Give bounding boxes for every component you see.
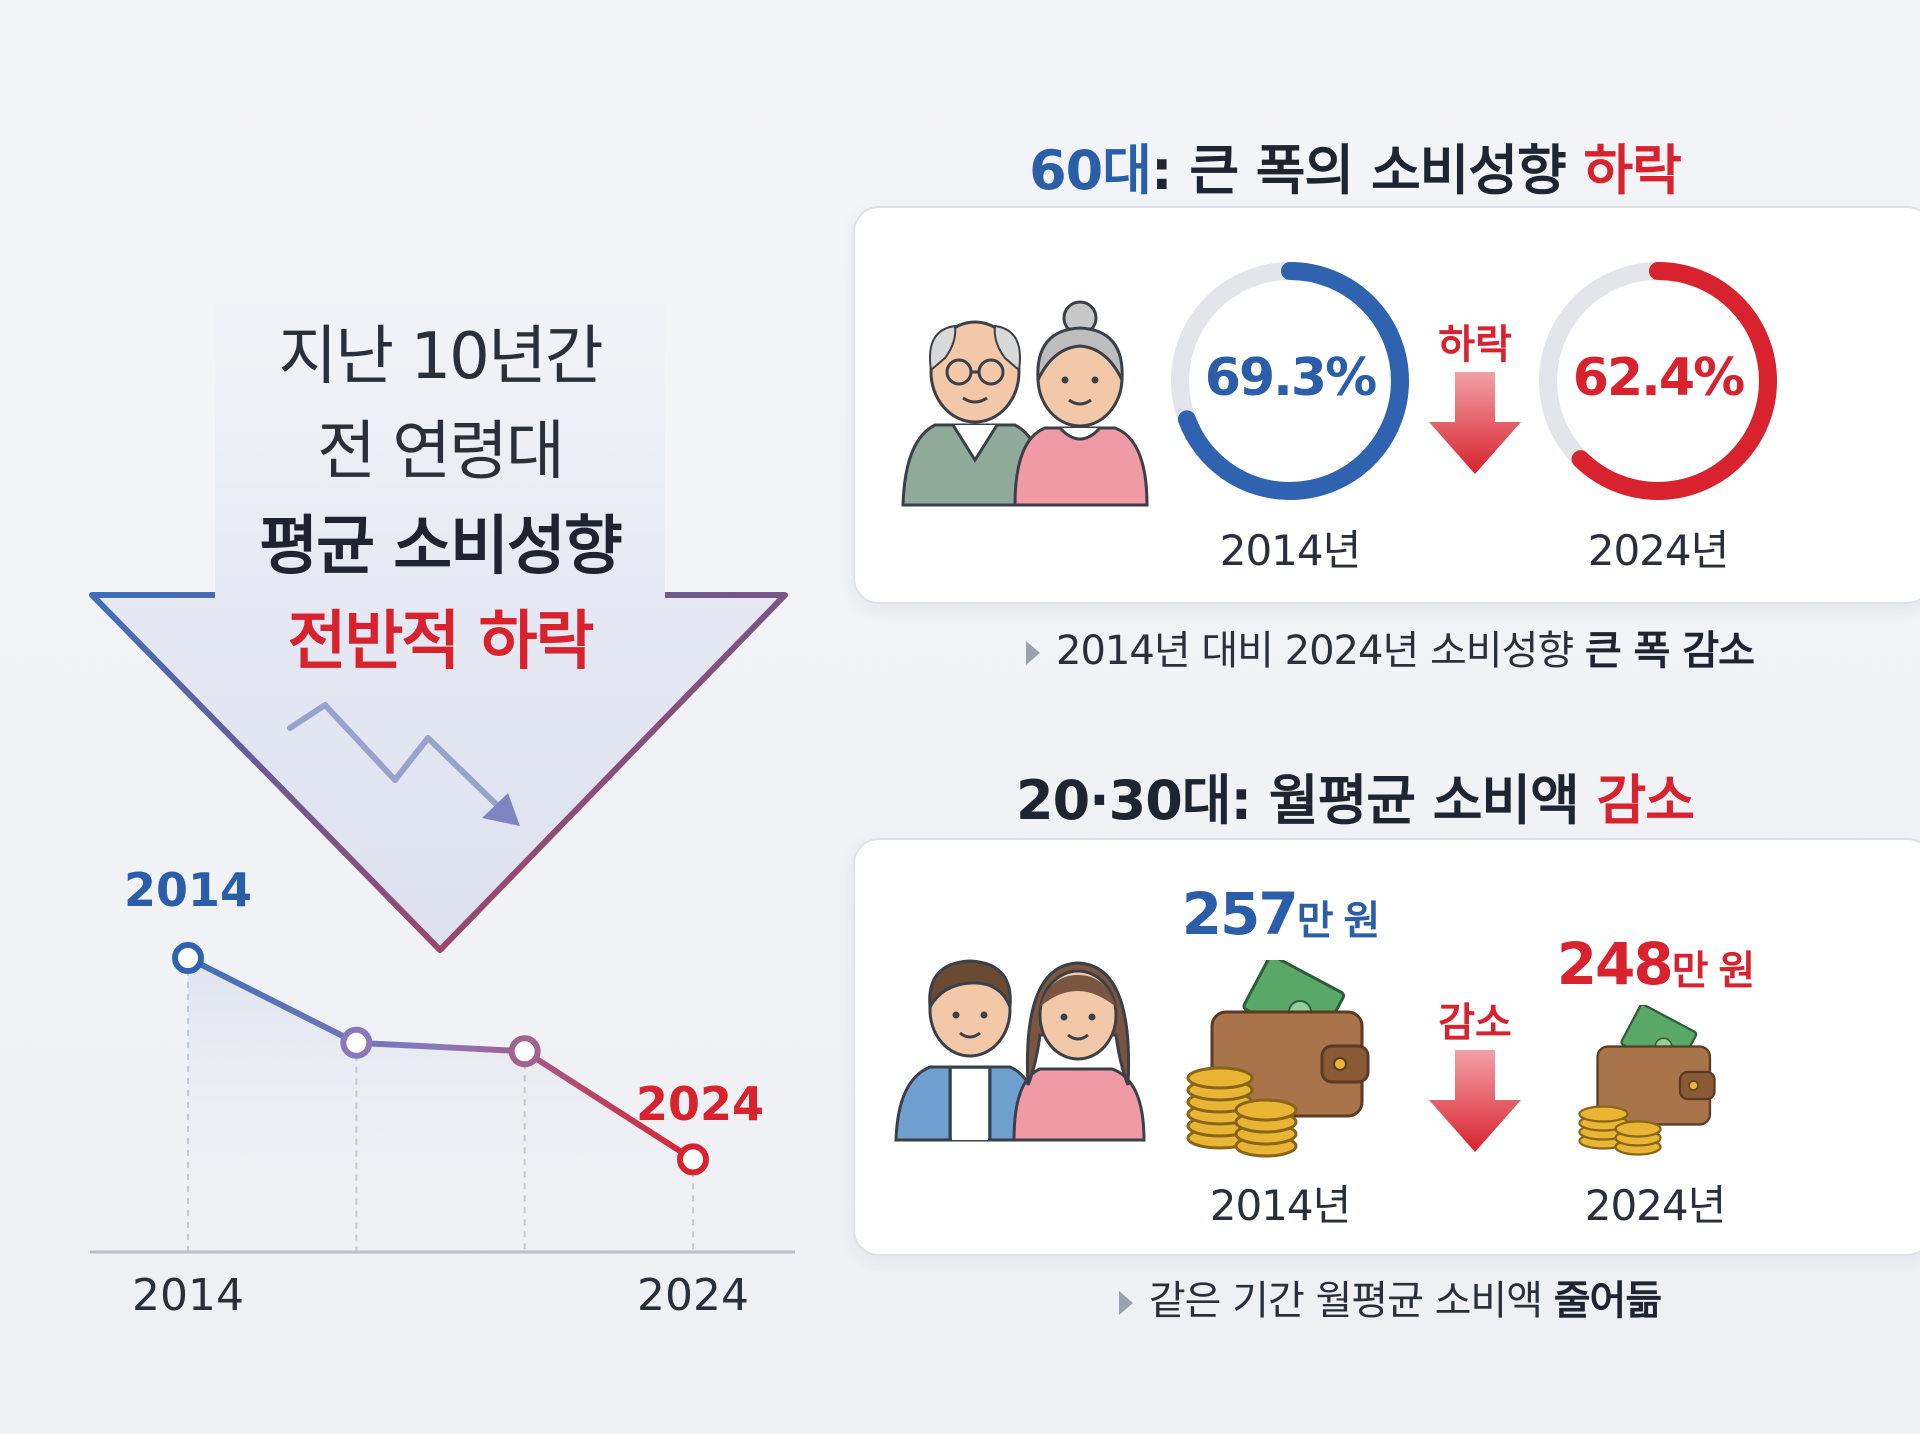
wallet-coins-icon [1578,1005,1716,1156]
section-60s-title-prefix: 60대 [1029,139,1152,202]
donut-2014-value: 69.3% [1204,348,1377,408]
donut-2024 [1539,262,1777,500]
panel-2030s-year-2014: 2014년 [1209,1181,1352,1230]
trend-point [172,942,204,974]
end-point-label: 2024 [636,1077,764,1131]
section-60s-panel [853,206,1920,604]
trend-point [508,1035,541,1068]
young-couple-icon [894,959,1146,1142]
section-2030s-note-bold: 줄어듦 [1553,1278,1662,1324]
headline-line-4: 전반적 하락 [287,605,595,679]
donut-2024-arc [1539,262,1777,500]
panel-60s-year-2024: 2024년 [1587,526,1730,575]
bullet-triangle-icon [1118,1291,1133,1315]
amount-2024-number: 248 [1556,930,1674,998]
section-2030s-title-accent: 감소 [1596,769,1695,832]
headline-line-1: 지난 10년간 [278,320,603,394]
start-point-label: 2014 [124,863,252,917]
wallet-coins-icon [1186,960,1370,1158]
amount-2014-unit: 만 원 [1296,898,1381,944]
trend-line [186,955,695,1162]
down-arrow-icon [1429,1050,1521,1152]
trend-point [340,1026,373,1059]
down-arrow-icon [1429,372,1521,474]
donut-2024-value: 62.4% [1572,348,1745,408]
section-60s-note-bold: 큰 폭 감소 [1584,628,1755,674]
amount-2014-number: 257 [1181,880,1299,948]
section-60s-title-accent: 하락 [1583,139,1682,202]
panel-2030s-change-label: 감소 [1438,1000,1512,1046]
bullet-triangle-icon [1026,641,1041,665]
section-2030s-note: 같은 기간 월평균 소비액 줄어듦 [850,1268,1920,1326]
panel-60s-year-2014: 2014년 [1219,526,1362,575]
headline-line-2: 전 연령대 [317,415,565,489]
big-down-arrow [89,140,788,953]
x-axis-end-label: 2024 [637,1270,749,1321]
section-2030s-title-mid: : 월평균 소비액 [1230,769,1597,832]
section-60s-title-mid: : 큰 폭의 소비성향 [1150,139,1584,202]
x-axis-start-label: 2014 [132,1270,244,1321]
trend-point [677,1143,709,1176]
trend-line-chart: 2014 2024 2014 2024 [90,863,795,1321]
amount-2014: 257만 원 [1150,880,1410,948]
donut-2014 [1171,262,1409,500]
headline-line-3: 평균 소비성향 [259,510,623,584]
amount-2024: 248만 원 [1520,930,1790,998]
small-trend-arrow-icon [287,702,520,826]
section-60s-title: 60대: 큰 폭의 소비성향 하락 [850,126,1860,205]
section-2030s-note-plain: 같은 기간 월평균 소비액 [1148,1278,1554,1324]
elderly-couple-icon [901,300,1149,507]
amount-2024-unit: 만 원 [1671,948,1756,994]
section-2030s-title-prefix: 20·30대 [1016,769,1231,832]
section-2030s-title: 20·30대: 월평균 소비액 감소 [850,756,1860,835]
section-60s-note: 2014년 대비 2024년 소비성향 큰 폭 감소 [850,618,1920,676]
section-60s-note-plain: 2014년 대비 2024년 소비성향 [1056,628,1585,674]
panel-60s-change-label: 하락 [1438,322,1512,368]
trend-area [188,958,693,1252]
donut-2014-arc [1171,262,1409,500]
panel-2030s-year-2024: 2024년 [1584,1181,1727,1230]
